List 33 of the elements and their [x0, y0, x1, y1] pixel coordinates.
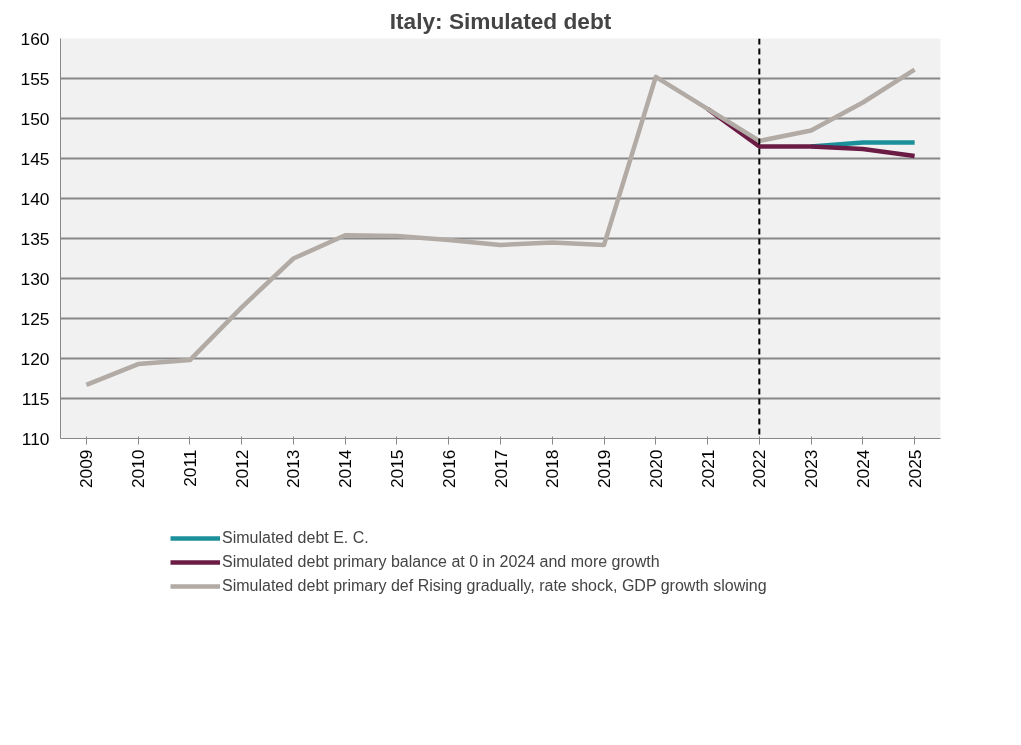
- x-tick-label: 2019: [594, 449, 615, 489]
- x-tick-label: 2018: [542, 449, 563, 489]
- chart-title: Italy: Simulated debt: [389, 7, 612, 34]
- line-series: [84, 67, 917, 388]
- y-tick-label: 120: [20, 348, 50, 369]
- y-tick-label: 135: [20, 228, 50, 249]
- y-tick-label: 155: [20, 68, 50, 89]
- y-tick-label: 150: [20, 108, 50, 129]
- x-tick-label: 2015: [386, 449, 407, 489]
- x-tick-label: 2011: [179, 449, 200, 487]
- x-tick-label: 2009: [76, 449, 97, 489]
- x-tick-label: 2017: [490, 449, 511, 489]
- x-tick-label: 2023: [801, 449, 822, 489]
- y-tick-label: 110: [21, 428, 50, 449]
- y-tick-label: 115: [21, 388, 50, 409]
- x-tick-label: 2022: [749, 449, 770, 489]
- y-tick-label: 130: [20, 268, 50, 289]
- legend-label: Simulated debt primary balance at 0 in 2024 and more growth: [222, 553, 660, 571]
- x-tick-label: 2020: [645, 449, 666, 489]
- x-tick-label: 2016: [438, 449, 459, 489]
- y-tick-label: 145: [20, 148, 50, 169]
- y-tick-label: 160: [20, 28, 50, 49]
- legend-label: Simulated debt E. C.: [222, 529, 369, 547]
- y-tick-label: 140: [20, 188, 50, 209]
- x-tick-label: 2025: [904, 449, 925, 489]
- y-tick-label: 125: [20, 308, 50, 329]
- x-tick-label: 2014: [335, 449, 356, 489]
- x-tick-label: 2010: [128, 449, 149, 489]
- legend-label: Simulated debt primary def Rising gradually, rate shock, GDP growth slowing: [222, 577, 767, 595]
- x-tick-label: 2012: [231, 449, 252, 489]
- x-tick-label: 2013: [283, 449, 304, 489]
- x-tick-label: 2024: [852, 449, 873, 489]
- x-tick-label: 2021: [697, 449, 718, 489]
